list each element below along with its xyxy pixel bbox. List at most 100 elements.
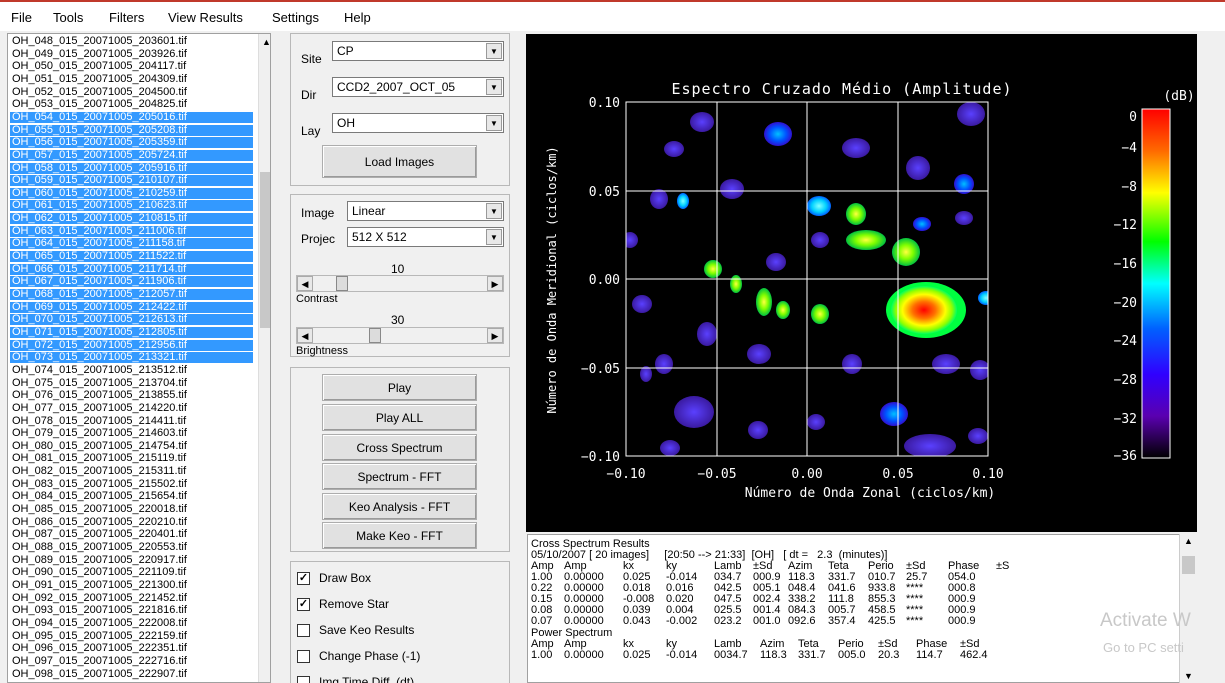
option-checkbox[interactable]: ✓ Remove Star [297, 597, 389, 611]
file-list-item[interactable]: OH_055_015_20071005_205208.tif [10, 124, 253, 136]
checkmark-icon[interactable]: ✓ [297, 571, 310, 585]
option-checkbox[interactable]: Change Phase (-1) [297, 649, 420, 663]
file-list-item[interactable]: OH_061_015_20071005_210623.tif [10, 200, 253, 212]
scroll-down-icon[interactable]: ▼ [1184, 671, 1193, 681]
file-list-item[interactable]: OH_058_015_20071005_205916.tif [10, 162, 253, 174]
file-list-item[interactable]: OH_077_015_20071005_214220.tif [12, 401, 187, 414]
file-list-item[interactable]: OH_078_015_20071005_214411.tif [12, 414, 187, 427]
arrow-left-icon[interactable]: ◀ [297, 276, 313, 291]
file-list-scrollbar[interactable]: ▲ [258, 34, 271, 682]
scrollbar-thumb[interactable] [260, 172, 270, 328]
file-list-item[interactable]: OH_053_015_20071005_204825.tif [12, 98, 187, 111]
play-all-button[interactable]: Play ALL [322, 404, 477, 431]
file-list-item[interactable]: OH_096_015_20071005_222351.tif [12, 642, 187, 655]
menu-settings[interactable]: Settings [272, 10, 319, 25]
file-list-item[interactable]: OH_057_015_20071005_205724.tif [10, 149, 253, 161]
arrow-right-icon[interactable]: ▶ [487, 328, 503, 343]
file-list-item[interactable]: OH_071_015_20071005_212805.tif [10, 326, 253, 338]
file-list[interactable]: OH_048_015_20071005_203601.tif OH_049_015… [7, 33, 271, 683]
chevron-down-icon[interactable]: ▼ [486, 203, 502, 219]
results-scrollbar-thumb[interactable] [1182, 556, 1195, 574]
brightness-slider[interactable]: ◀ ▶ [296, 327, 504, 344]
file-list-item[interactable]: OH_070_015_20071005_212613.tif [10, 314, 253, 326]
file-list-item[interactable]: OH_049_015_20071005_203926.tif [12, 47, 187, 60]
projec-select[interactable]: 512 X 512 ▼ [347, 227, 504, 247]
file-list-item[interactable]: OH_062_015_20071005_210815.tif [10, 213, 253, 225]
file-list-item[interactable]: OH_081_015_20071005_215119.tif [12, 452, 187, 465]
spectrum-fft-button[interactable]: Spectrum - FFT [322, 463, 477, 490]
file-list-item[interactable]: OH_073_015_20071005_213321.tif [10, 352, 253, 364]
file-list-item[interactable]: OH_098_015_20071005_222907.tif [12, 667, 187, 680]
make-keo-fft-button[interactable]: Make Keo - FFT [322, 522, 477, 549]
option-checkbox[interactable]: ✓ Draw Box [297, 571, 371, 585]
file-list-item[interactable]: OH_065_015_20071005_211522.tif [10, 251, 253, 263]
chevron-down-icon[interactable]: ▼ [486, 43, 502, 59]
file-list-item[interactable]: OH_048_015_20071005_203601.tif [12, 35, 187, 47]
cross-spectrum-button[interactable]: Cross Spectrum [322, 434, 477, 461]
file-list-item[interactable]: OH_059_015_20071005_210107.tif [10, 175, 253, 187]
option-checkbox[interactable]: Save Keo Results [297, 623, 414, 637]
file-list-item[interactable]: OH_066_015_20071005_211714.tif [10, 263, 253, 275]
file-list-item[interactable]: OH_052_015_20071005_204500.tif [12, 85, 187, 98]
file-list-item[interactable]: OH_068_015_20071005_212057.tif [10, 289, 253, 300]
file-list-item[interactable]: OH_056_015_20071005_205359.tif [10, 137, 253, 149]
file-list-item[interactable]: OH_082_015_20071005_215311.tif [12, 465, 187, 478]
chevron-down-icon[interactable]: ▼ [486, 79, 502, 95]
image-select[interactable]: Linear ▼ [347, 201, 504, 221]
file-list-item[interactable]: OH_079_015_20071005_214603.tif [12, 427, 187, 440]
file-list-item[interactable]: OH_095_015_20071005_222159.tif [12, 629, 187, 642]
load-images-button[interactable]: Load Images [322, 145, 477, 178]
file-list-item[interactable]: OH_086_015_20071005_220210.tif [12, 515, 187, 528]
menu-file[interactable]: File [11, 10, 32, 25]
results-scrollbar[interactable]: ▲ ▼ [1179, 534, 1197, 683]
file-list-item[interactable]: OH_074_015_20071005_213512.tif [12, 363, 187, 376]
file-list-item[interactable]: OH_063_015_20071005_211006.tif [10, 225, 253, 237]
file-list-item[interactable]: OH_067_015_20071005_211906.tif [10, 276, 253, 288]
contrast-slider[interactable]: ◀ ▶ [296, 275, 504, 292]
results-panel[interactable]: Cross Spectrum Results 05/10/2007 [ 20 i… [527, 534, 1197, 683]
file-list-item[interactable]: OH_084_015_20071005_215654.tif [12, 490, 187, 503]
file-list-item[interactable]: OH_090_015_20071005_221109.tif [12, 566, 187, 579]
keo-analysis-fft-button[interactable]: Keo Analysis - FFT [322, 493, 477, 520]
option-checkbox[interactable]: Img Time Diff. (dt) [297, 675, 414, 683]
file-list-item[interactable]: OH_087_015_20071005_220401.tif [12, 528, 187, 541]
file-list-item[interactable]: OH_072_015_20071005_212956.tif [10, 339, 253, 351]
chevron-down-icon[interactable]: ▼ [486, 115, 502, 131]
arrow-left-icon[interactable]: ◀ [297, 328, 313, 343]
menu-filters[interactable]: Filters [109, 10, 145, 25]
file-list-item[interactable]: OH_088_015_20071005_220553.tif [12, 541, 187, 553]
menu-help[interactable]: Help [344, 10, 371, 25]
scroll-up-icon[interactable]: ▲ [1184, 536, 1193, 546]
checkbox-empty-icon[interactable] [297, 649, 310, 663]
file-list-item[interactable]: OH_085_015_20071005_220018.tif [12, 503, 187, 516]
menu-tools[interactable]: Tools [53, 10, 84, 25]
file-list-item[interactable]: OH_075_015_20071005_213704.tif [12, 376, 187, 389]
file-list-item[interactable]: OH_093_015_20071005_221816.tif [12, 604, 187, 617]
site-select[interactable]: CP ▼ [332, 41, 504, 61]
scroll-up-icon[interactable]: ▲ [262, 37, 271, 47]
file-list-item[interactable]: OH_060_015_20071005_210259.tif [10, 187, 253, 199]
dir-select[interactable]: CCD2_2007_OCT_05 ▼ [332, 77, 504, 97]
checkmark-icon[interactable]: ✓ [297, 597, 310, 611]
file-list-item[interactable]: OH_080_015_20071005_214754.tif [12, 439, 187, 452]
file-list-item[interactable]: OH_064_015_20071005_211158.tif [10, 238, 253, 250]
file-list-item[interactable]: OH_051_015_20071005_204309.tif [12, 72, 187, 85]
brightness-slider-thumb[interactable] [368, 328, 381, 343]
file-list-item[interactable]: OH_089_015_20071005_220917.tif [12, 553, 187, 566]
menu-view-results[interactable]: View Results [168, 10, 243, 25]
file-list-item[interactable]: OH_076_015_20071005_213855.tif [12, 389, 187, 402]
lay-select[interactable]: OH ▼ [332, 113, 504, 133]
file-list-item[interactable]: OH_083_015_20071005_215502.tif [12, 477, 187, 490]
file-list-item[interactable]: OH_097_015_20071005_222716.tif [12, 654, 187, 667]
chevron-down-icon[interactable]: ▼ [486, 229, 502, 245]
arrow-right-icon[interactable]: ▶ [487, 276, 503, 291]
checkbox-empty-icon[interactable] [297, 675, 310, 683]
play-button[interactable]: Play [322, 374, 477, 401]
file-list-item[interactable]: OH_054_015_20071005_205016.tif [10, 111, 253, 123]
file-list-item[interactable]: OH_092_015_20071005_221452.tif [12, 591, 187, 604]
contrast-slider-thumb[interactable] [335, 276, 348, 291]
file-list-item[interactable]: OH_094_015_20071005_222008.tif [12, 616, 187, 629]
file-list-item[interactable]: OH_091_015_20071005_221300.tif [12, 578, 187, 591]
file-list-item[interactable]: OH_069_015_20071005_212422.tif [10, 301, 253, 313]
file-list-item[interactable]: OH_050_015_20071005_204117.tif [12, 60, 187, 73]
